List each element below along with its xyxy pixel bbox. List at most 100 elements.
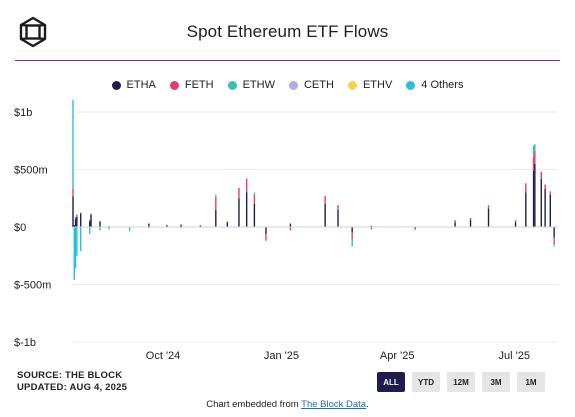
bar-4-others-2024-08-05 (89, 227, 91, 234)
bar-etha-2024-07-24 (73, 225, 75, 227)
bar-etha-2024-11-29 (238, 198, 240, 227)
legend-label: ETHA (126, 79, 156, 91)
bar-ethw-2024-11-11 (215, 194, 217, 198)
bar-etha-2025-07-22 (540, 178, 542, 227)
source-label: SOURCE: THE BLOCK (17, 370, 123, 381)
bar-etha-2024-11-20 (226, 222, 229, 227)
range-button-3m[interactable]: 3M (482, 372, 510, 392)
bar-etha-2025-07-29 (549, 194, 551, 227)
bar-4-others-2025-08-01 (553, 244, 555, 247)
chart-legend: ETHA FETH ETHW CETH ETHV 4 Others (0, 79, 575, 91)
bar-feth-2024-11-11 (215, 197, 217, 210)
bar-etha-2025-05-28 (469, 220, 472, 227)
bar-etha-2024-10-30 (199, 225, 202, 227)
bar-4-others-2024-07-25 (74, 227, 77, 269)
bar-4-others-2024-09-20 (148, 227, 150, 229)
legend-item-etha[interactable]: ETHA (111, 79, 156, 91)
bar-etha-2025-02-04 (324, 204, 326, 227)
bar-feth-2024-11-20 (226, 221, 229, 223)
bar-feth-2025-01-08 (289, 227, 292, 231)
legend-label: ETHW (242, 79, 275, 91)
legend-swatch (406, 80, 416, 90)
legend-item-ceth[interactable]: CETH (288, 79, 334, 91)
bar-feth-2025-02-14 (337, 205, 339, 210)
bar-4-others-2024-08-20 (108, 227, 110, 230)
bar-feth-2025-05-28 (469, 217, 472, 221)
bar-feth-2025-07-17 (534, 151, 536, 164)
bar-feth-2024-07-25 (74, 217, 77, 219)
bar-etha-2025-07-02 (514, 222, 517, 227)
range-button-ytd[interactable]: YTD (412, 372, 440, 392)
bar-4-others-2024-10-04 (166, 224, 168, 226)
bar-etha-2024-08-05 (89, 221, 91, 227)
legend-label: FETH (184, 79, 214, 91)
legend-swatch (288, 80, 298, 90)
legend-swatch (111, 80, 121, 90)
the-block-data-link[interactable]: The Block Data (301, 399, 367, 410)
bar-etha-2025-08-01 (553, 227, 555, 238)
bar-feth-2024-11-29 (238, 187, 240, 199)
bar-etha-2024-09-20 (148, 223, 150, 227)
bar-feth-2025-07-10 (525, 183, 527, 193)
bar-etha-2025-03-12 (370, 225, 373, 227)
bar-etha-2024-07-26 (76, 216, 78, 227)
y-tick-label: $0 (14, 222, 26, 234)
bar-etha-2025-02-25 (351, 227, 353, 233)
y-tick-label: $-500m (14, 280, 51, 292)
bar-etha-2024-10-15 (180, 224, 182, 227)
x-tick-label: Oct '24 (146, 350, 181, 362)
legend-swatch (169, 80, 179, 90)
etf-flows-chart: $1b $500m $0 $-500m $-1b Oct '24 Jan '25 Apr '2… (14, 100, 558, 362)
range-button-1m[interactable]: 1M (517, 372, 545, 392)
bar-etha-2024-08-06 (90, 214, 92, 227)
y-tick-label: $500m (14, 165, 48, 177)
bar-feth-2024-12-11 (253, 194, 256, 204)
range-button-12m[interactable]: 12M (447, 372, 475, 392)
legend-item-ethw[interactable]: ETHW (227, 79, 275, 91)
y-tick-label: $1b (14, 107, 32, 119)
bar-feth-2025-03-12 (370, 227, 373, 230)
the-block-logo-icon[interactable] (15, 14, 51, 50)
embed-prefix: Chart embedded from (206, 399, 299, 410)
bar-4-others-2024-08-13 (99, 227, 101, 231)
legend-item-4-others[interactable]: 4 Others (406, 79, 463, 91)
bar-etha-2024-07-29 (80, 213, 82, 227)
source-info: SOURCE: THE BLOCK UPDATED: AUG 4, 2025 (17, 370, 127, 394)
bar-feth-2025-04-15 (414, 228, 416, 230)
bar-feth-2024-07-23 (72, 188, 74, 197)
bar-etha-2024-07-23 (72, 196, 74, 227)
bar-ethw-2025-07-17 (534, 144, 536, 152)
bar-ethw-2024-07-23 (72, 164, 74, 189)
header-divider (15, 60, 560, 61)
bar-4-others-2024-07-23 (72, 100, 74, 165)
legend-swatch (227, 80, 237, 90)
bar-etha-2025-01-08 (289, 223, 292, 227)
x-tick-label: Jan '25 (264, 350, 299, 362)
bar-etha-2024-08-13 (99, 221, 101, 227)
legend-item-ethv[interactable]: ETHV (347, 79, 393, 91)
range-selector: ALL YTD 12M 3M 1M (377, 372, 545, 392)
updated-label: UPDATED: AUG 4, 2025 (17, 382, 128, 393)
bar-etha-2024-10-04 (166, 225, 168, 227)
bar-feth-2025-05-16 (454, 220, 456, 223)
bar-4-others-2024-10-15 (180, 227, 182, 229)
bar-etha-2025-05-16 (454, 222, 456, 227)
bar-feth-2025-07-02 (514, 220, 517, 223)
y-tick-label: $-1b (14, 337, 36, 349)
range-button-all[interactable]: ALL (377, 372, 405, 392)
bar-etha-2025-07-10 (525, 192, 527, 227)
bar-etha-2024-12-05 (245, 192, 248, 227)
legend-item-feth[interactable]: FETH (169, 79, 214, 91)
bar-ethw-2025-07-16 (532, 145, 535, 157)
legend-label: ETHV (362, 79, 393, 91)
bar-4-others-2024-07-29 (80, 227, 82, 252)
legend-label: CETH (303, 79, 334, 91)
bar-etha-2025-02-14 (337, 209, 339, 227)
bar-4-others-2024-09-05 (128, 227, 131, 232)
legend-swatch (347, 80, 357, 90)
bar-feth-2024-12-20 (265, 233, 267, 241)
embed-credit: Chart embedded from The Block Data. (0, 399, 575, 410)
bar-feth-2025-02-04 (324, 195, 326, 204)
bar-feth-2024-12-05 (245, 178, 248, 193)
bar-4-others-2024-08-06 (90, 213, 92, 215)
